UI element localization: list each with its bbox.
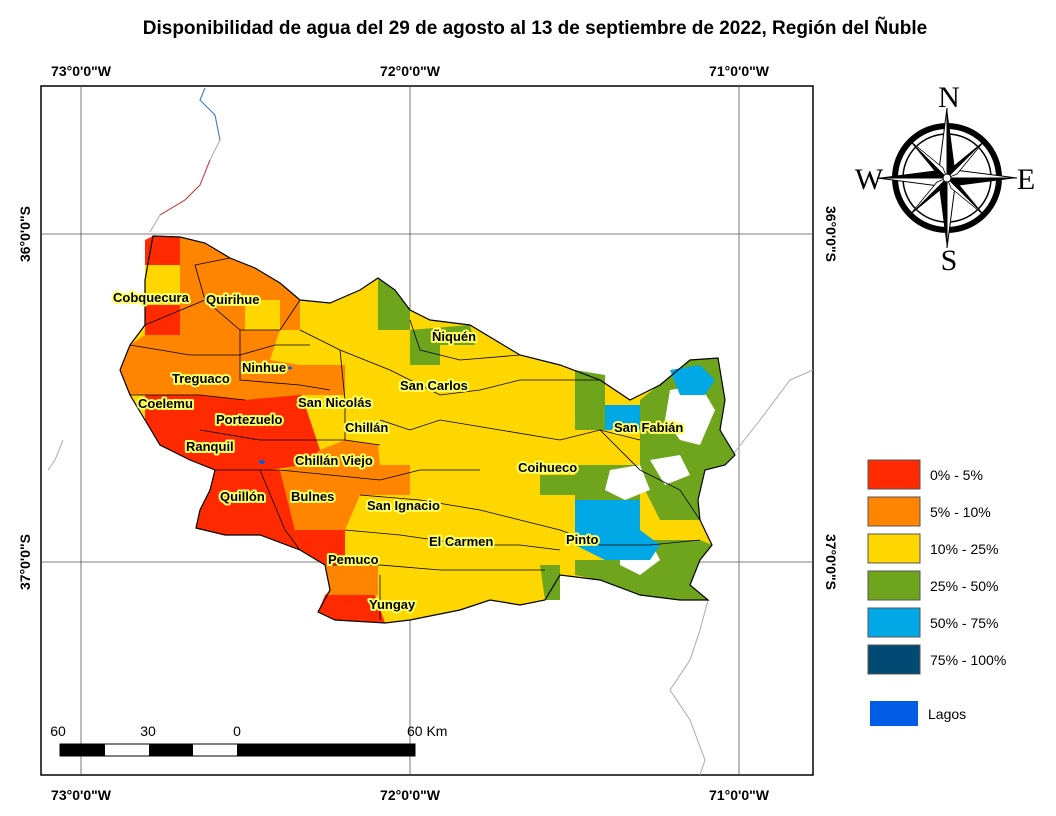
scale-tick-label: 60 Km (407, 723, 447, 739)
commune-label: Quillón (220, 489, 265, 504)
commune-label: Chillán Viejo (295, 453, 373, 468)
legend-label: 0% - 5% (930, 467, 983, 483)
legend-label: 75% - 100% (930, 652, 1006, 668)
compass-south-label: S (941, 244, 958, 277)
commune-labels: Cobquecura Quirihue Ñiquén Ninhue Tregua… (111, 288, 685, 614)
commune-label: Yungay (369, 597, 416, 612)
commune-label: San Fabián (614, 420, 683, 435)
scale-tick-label: 0 (233, 723, 241, 739)
commune-label: El Carmen (429, 534, 493, 549)
legend-swatch-lakes (870, 701, 918, 726)
lat-label-right-36: 36°0'0"S (823, 206, 839, 262)
legend-label: 5% - 10% (930, 504, 991, 520)
commune-label: Coihueco (518, 460, 577, 475)
lon-label-bottom-73: 73°0'0"W (51, 787, 112, 803)
commune-label: Bulnes (291, 489, 334, 504)
scale-bar: 60 30 0 60 Km (50, 723, 447, 757)
commune-label: Ninhue (242, 360, 286, 375)
legend-label: 25% - 50% (930, 578, 998, 594)
lakes (259, 366, 292, 464)
scale-tick-label: 30 (140, 723, 156, 739)
legend: 0% - 5% 5% - 10% 10% - 25% 25% - 50% 50% - 7… (867, 459, 1006, 726)
lat-label-left-37: 37°0'0"S (17, 534, 33, 590)
commune-label: Coelemu (138, 396, 193, 411)
compass-rose-icon (876, 107, 1018, 249)
lat-label-left-36: 36°0'0"S (17, 206, 33, 262)
commune-label: Quirihue (206, 292, 259, 307)
commune-label: San Nicolás (298, 395, 372, 410)
scale-tick-label: 60 (50, 723, 66, 739)
lon-label-bottom-71: 71°0'0"W (709, 787, 770, 803)
legend-swatch (867, 644, 921, 675)
commune-boundaries (119, 235, 736, 624)
legend-label: 10% - 25% (930, 541, 998, 557)
legend-label-lakes: Lagos (928, 706, 966, 722)
lon-label-top-72: 72°0'0"W (380, 63, 441, 79)
legend-swatch (867, 607, 921, 638)
legend-swatch (867, 533, 921, 564)
class-10-25-patches (145, 265, 345, 365)
compass-west-label: W (855, 163, 884, 196)
commune-label: Chillán (345, 420, 388, 435)
legend-swatch (867, 496, 921, 527)
commune-label: Treguaco (172, 371, 230, 386)
lat-label-right-37: 37°0'0"S (823, 534, 839, 590)
legend-swatch (867, 570, 921, 601)
coast-north (159, 159, 211, 216)
commune-label: Pemuco (328, 552, 379, 567)
legend-label: 50% - 75% (930, 615, 998, 631)
legend-swatch (867, 459, 921, 490)
commune-label: San Carlos (400, 378, 468, 393)
compass-north-label: N (938, 81, 960, 114)
lon-label-bottom-72: 72°0'0"W (380, 787, 441, 803)
river-north (199, 87, 221, 141)
commune-label: Pinto (566, 532, 599, 547)
map-title: Disponibilidad de agua del 29 de agosto … (142, 18, 928, 39)
commune-label: Ñiquén (432, 329, 476, 344)
commune-label: Cobquecura (113, 290, 190, 305)
lon-label-top-73: 73°0'0"W (51, 63, 112, 79)
commune-label: Ranquil (186, 439, 234, 454)
lon-label-top-71: 71°0'0"W (709, 63, 770, 79)
compass-east-label: E (1017, 163, 1035, 196)
commune-label: Portezuelo (216, 412, 283, 427)
commune-label: San Ignacio (367, 498, 440, 513)
